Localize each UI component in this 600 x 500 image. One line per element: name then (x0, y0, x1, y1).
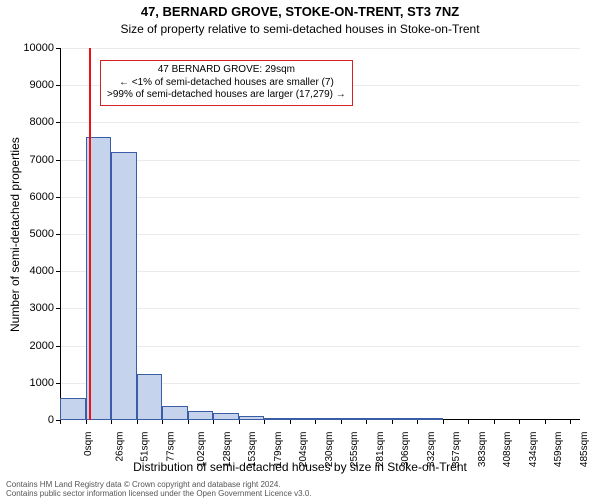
y-tick-label: 1000 (4, 377, 54, 389)
plot-area: 47 BERNARD GROVE: 29sqm ← <1% of semi-de… (60, 48, 580, 420)
y-tick-label: 10000 (4, 42, 54, 54)
property-marker-line (89, 48, 91, 420)
x-tick-label: 357sqm (451, 432, 462, 468)
y-tick (56, 346, 60, 347)
y-tick (56, 308, 60, 309)
histogram-bar (137, 374, 163, 421)
y-tick-label: 0 (4, 414, 54, 426)
x-tick-label: 255sqm (349, 432, 360, 468)
histogram-bar (213, 413, 239, 420)
chart-subtitle: Size of property relative to semi-detach… (0, 22, 600, 36)
x-tick-label: 383sqm (477, 432, 488, 468)
chart-root: 47, BERNARD GROVE, STOKE-ON-TRENT, ST3 7… (0, 0, 600, 500)
y-tick-label: 3000 (4, 302, 54, 314)
histogram-bar (60, 398, 86, 420)
y-tick-label: 4000 (4, 265, 54, 277)
x-tick (417, 420, 418, 424)
x-tick (111, 420, 112, 424)
x-tick (570, 420, 571, 424)
x-tick (162, 420, 163, 424)
x-tick (443, 420, 444, 424)
x-tick (213, 420, 214, 424)
marker-annotation: 47 BERNARD GROVE: 29sqm ← <1% of semi-de… (100, 60, 353, 106)
y-tick (56, 122, 60, 123)
histogram-bar (417, 418, 443, 420)
y-tick (56, 383, 60, 384)
annotation-line: >99% of semi-detached houses are larger … (107, 89, 346, 102)
y-tick (56, 160, 60, 161)
histogram-bar (162, 406, 188, 420)
x-tick-label: 408sqm (502, 432, 513, 468)
x-tick-label: 306sqm (400, 432, 411, 468)
x-tick (315, 420, 316, 424)
x-tick (137, 420, 138, 424)
x-tick (290, 420, 291, 424)
x-tick-label: 128sqm (222, 432, 233, 468)
histogram-bar (239, 416, 265, 420)
x-tick-label: 230sqm (324, 432, 335, 468)
x-tick (188, 420, 189, 424)
x-tick (86, 420, 87, 424)
x-tick-label: 332sqm (426, 432, 437, 468)
y-tick (56, 271, 60, 272)
x-tick-label: 77sqm (165, 432, 176, 462)
x-tick-label: 434sqm (528, 432, 539, 468)
annotation-line: 47 BERNARD GROVE: 29sqm (107, 64, 346, 77)
x-tick-label: 26sqm (114, 432, 125, 462)
x-tick-label: 153sqm (247, 432, 258, 468)
x-tick (264, 420, 265, 424)
histogram-bar (264, 418, 290, 420)
histogram-bar (341, 418, 367, 420)
y-tick (56, 48, 60, 49)
y-tick-label: 7000 (4, 154, 54, 166)
histogram-bar (111, 152, 137, 420)
x-tick-label: 0sqm (83, 432, 94, 456)
y-tick-label: 2000 (4, 340, 54, 352)
x-tick (545, 420, 546, 424)
x-tick (366, 420, 367, 424)
x-tick-label: 204sqm (298, 432, 309, 468)
chart-title: 47, BERNARD GROVE, STOKE-ON-TRENT, ST3 7… (0, 4, 600, 19)
y-tick-label: 6000 (4, 191, 54, 203)
x-tick (60, 420, 61, 424)
histogram-bar (392, 418, 418, 420)
y-tick-label: 5000 (4, 228, 54, 240)
y-tick (56, 85, 60, 86)
x-tick (392, 420, 393, 424)
x-tick (341, 420, 342, 424)
x-tick-label: 51sqm (140, 432, 151, 462)
footer-line: Contains HM Land Registry data © Crown c… (6, 480, 312, 489)
histogram-bar (290, 418, 316, 420)
y-tick-label: 8000 (4, 116, 54, 128)
x-tick-label: 281sqm (375, 432, 386, 468)
x-tick-label: 485sqm (579, 432, 590, 468)
y-tick (56, 234, 60, 235)
histogram-bar (188, 411, 214, 420)
annotation-line: ← <1% of semi-detached houses are smalle… (107, 77, 346, 90)
copyright-footer: Contains HM Land Registry data © Crown c… (6, 480, 312, 498)
y-tick-label: 9000 (4, 79, 54, 91)
histogram-bar (366, 418, 392, 420)
x-tick (468, 420, 469, 424)
histogram-bar (315, 418, 341, 420)
x-tick-label: 179sqm (273, 432, 284, 468)
x-tick (239, 420, 240, 424)
x-tick-label: 459sqm (553, 432, 564, 468)
x-tick (519, 420, 520, 424)
x-tick-label: 102sqm (196, 432, 207, 468)
x-tick (494, 420, 495, 424)
footer-line: Contains public sector information licen… (6, 489, 312, 498)
y-tick (56, 197, 60, 198)
